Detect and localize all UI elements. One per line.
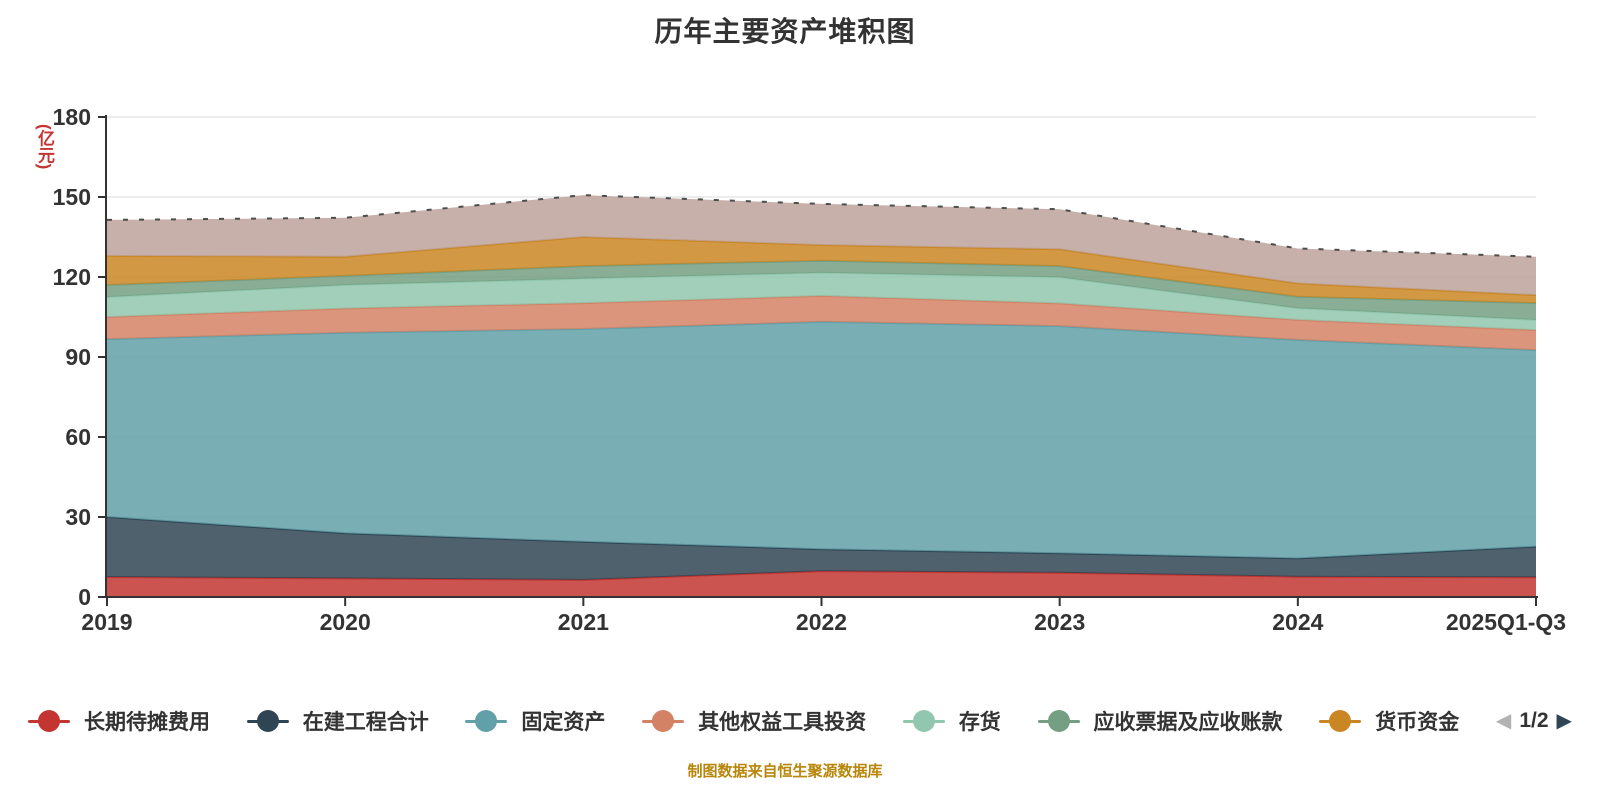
- legend-prev-page-icon[interactable]: ◀: [1495, 710, 1512, 732]
- legend-bar: 长期待摊费用 在建工程合计 固定资产 其他权益工具投资 存货 应收票据及应收账款 货币资金 ◀…: [0, 698, 1600, 744]
- area-series-1: [107, 517, 1536, 580]
- legend-item-0[interactable]: 长期待摊费用: [28, 706, 210, 736]
- marker-dot: [256, 710, 279, 732]
- legend-item-label: 在建工程合计: [302, 711, 429, 734]
- area-series-6: [107, 237, 1536, 304]
- y-tick-label: 30: [65, 504, 91, 530]
- marker-dot: [652, 710, 675, 732]
- marker-dot: [38, 710, 60, 732]
- legend-item-6[interactable]: 货币资金: [1319, 706, 1459, 736]
- legend-item-3[interactable]: 其他权益工具投资: [642, 706, 866, 736]
- marker-dot: [1329, 710, 1352, 732]
- legend-item-label: 长期待摊费用: [84, 711, 210, 734]
- y-tick-label: 60: [65, 424, 91, 450]
- legend-next-page-icon[interactable]: ▶: [1556, 710, 1572, 732]
- page-title: 历年主要资产堆积图: [654, 16, 916, 47]
- legend-pagination: ◀ 1/2 ▶: [1496, 709, 1572, 733]
- legend-item-5[interactable]: 应收票据及应收账款: [1037, 706, 1283, 736]
- y-tick-label: 0: [78, 584, 91, 610]
- y-tick-label: 90: [65, 344, 91, 370]
- x-tick-label: 2024: [1272, 609, 1323, 635]
- y-tick-label: 120: [53, 264, 91, 290]
- line-circle-marker-icon: [1037, 710, 1080, 732]
- data-source-note: 制图数据来自恒生聚源数据库: [687, 763, 883, 780]
- legend-item-label: 应收票据及应收账款: [1093, 711, 1283, 734]
- x-tick-label: 2023: [1034, 609, 1085, 635]
- area-series-7: [107, 195, 1536, 296]
- marker-dot: [475, 710, 498, 732]
- line-circle-marker-icon: [902, 710, 945, 732]
- y-axis-unit-label: (亿元): [35, 124, 54, 170]
- y-tick-label: 180: [53, 104, 91, 130]
- x-tick-label: 2021: [558, 609, 609, 635]
- x-tick-label: 2019: [81, 609, 132, 635]
- x-tick-label: 2022: [796, 609, 847, 635]
- area-series-5: [107, 260, 1536, 320]
- area-series-3: [107, 295, 1536, 351]
- line-circle-marker-icon: [1319, 710, 1362, 732]
- y-tick-label: 150: [53, 184, 91, 210]
- marker-dot: [912, 710, 935, 732]
- legend-item-2[interactable]: 固定资产: [465, 706, 605, 736]
- legend-item-label: 货币资金: [1375, 711, 1460, 734]
- area-series-2: [107, 321, 1536, 559]
- legend-item-1[interactable]: 在建工程合计: [246, 706, 429, 736]
- area-series-4: [107, 272, 1536, 331]
- line-circle-marker-icon: [28, 710, 70, 732]
- line-circle-marker-icon: [465, 710, 508, 732]
- legend-item-label: 存货: [958, 711, 1001, 734]
- x-tick-label: 2025Q1-Q3: [1446, 609, 1566, 635]
- chart-canvas: 0 30 60 90 120 150 180 2019 2020 2021 2022 2023 2024…: [53, 104, 1566, 635]
- marker-dot: [1047, 710, 1070, 732]
- stacked-area-chart: 0 30 60 90 120 150 180 2019 2020 2021 2022 2023 2024…: [53, 104, 1566, 635]
- legend-item-label: 其他权益工具投资: [698, 711, 867, 734]
- area-series-0: [107, 571, 1536, 597]
- line-circle-marker-icon: [246, 710, 289, 732]
- x-tick-label: 2020: [320, 609, 371, 635]
- legend-page-indicator: 1/2: [1519, 709, 1549, 732]
- legend-item-4[interactable]: 存货: [902, 706, 1001, 736]
- line-circle-marker-icon: [642, 710, 685, 732]
- legend-item-label: 固定资产: [521, 711, 606, 734]
